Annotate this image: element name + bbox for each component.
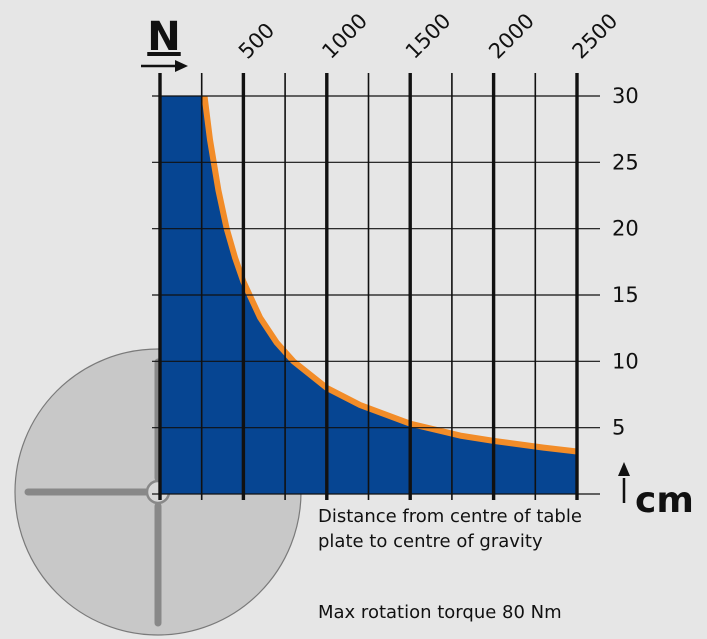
y-axis-tick-labels: 30 25 20 15 10 5	[612, 84, 639, 440]
distance-caption: Distance from centre of table plate to c…	[318, 506, 582, 552]
y-tick-label: 20	[612, 217, 639, 241]
y-axis-unit-label: cm	[635, 480, 694, 521]
x-tick-label: 500	[234, 18, 279, 63]
x-tick-label: 1500	[401, 9, 456, 64]
load-area	[160, 96, 577, 494]
y-tick-label: 5	[612, 416, 625, 440]
x-axis-unit-label: N	[147, 14, 180, 60]
y-tick-label: 30	[612, 84, 639, 108]
x-tick-label: 1000	[317, 9, 372, 64]
x-tick-label: 2000	[484, 9, 539, 64]
y-tick-label: 15	[612, 283, 639, 307]
x-axis-tick-labels: 500 1000 1500 2000 2500	[234, 9, 622, 64]
x-tick-label: 2500	[568, 9, 623, 64]
torque-caption: Max rotation torque 80 Nm	[318, 602, 562, 623]
y-tick-label: 10	[612, 349, 639, 373]
vertical-grid-lines	[158, 73, 579, 500]
north-arrow-icon	[175, 60, 188, 72]
horizontal-grid-lines	[152, 95, 600, 429]
y-tick-label: 25	[612, 150, 639, 174]
up-arrow-icon	[618, 462, 630, 476]
